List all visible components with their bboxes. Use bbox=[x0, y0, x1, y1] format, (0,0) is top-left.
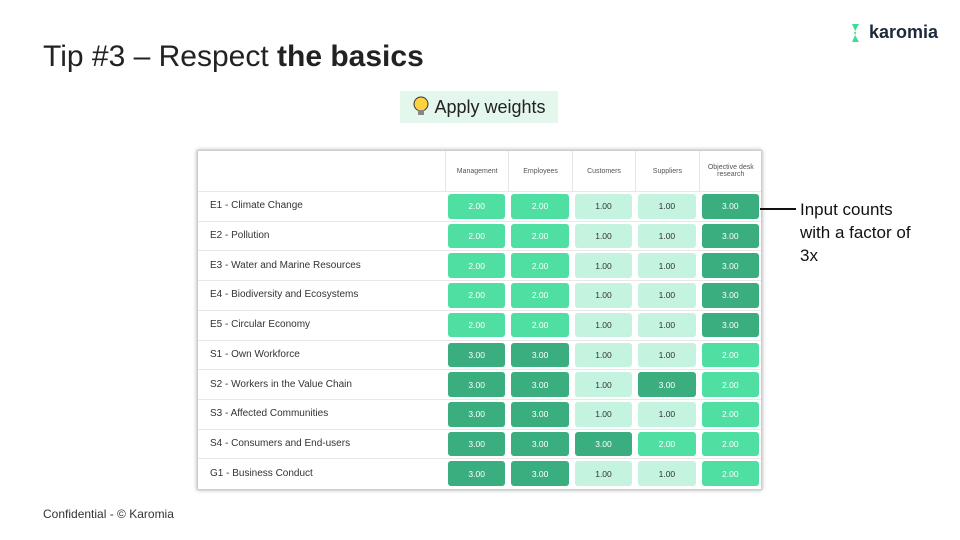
weight-cell: 2.00 bbox=[448, 253, 506, 279]
row-label: S4 - Consumers and End-users bbox=[210, 437, 351, 449]
row-label: S1 - Own Workforce bbox=[210, 348, 300, 360]
row-line bbox=[198, 458, 761, 460]
weight-cell: 2.00 bbox=[448, 312, 506, 338]
weight-cell: 2.00 bbox=[511, 194, 569, 219]
weight-cell: 3.00 bbox=[511, 342, 569, 368]
weight-cell: 1.00 bbox=[574, 401, 633, 427]
row-line bbox=[198, 339, 761, 341]
badge: Apply weights bbox=[400, 91, 558, 123]
weight-cell: 1.00 bbox=[574, 372, 633, 397]
weight-cell: 2.00 bbox=[511, 253, 569, 279]
weight-cell: 3.00 bbox=[511, 431, 569, 457]
weight-cell: 3.00 bbox=[448, 372, 506, 397]
title-plain: Tip #3 – Respect bbox=[43, 40, 278, 73]
row-line bbox=[198, 280, 761, 282]
title-bold: the basics bbox=[277, 40, 424, 73]
row-line bbox=[198, 369, 761, 371]
weight-cell: 2.00 bbox=[701, 342, 759, 368]
weight-cell: 3.00 bbox=[448, 431, 506, 457]
weight-cell: 1.00 bbox=[574, 223, 633, 249]
row-label: S3 - Affected Communities bbox=[210, 408, 329, 420]
row-line bbox=[198, 309, 761, 311]
weight-cell: 2.00 bbox=[701, 372, 759, 397]
weight-cell: 1.00 bbox=[574, 283, 633, 308]
weight-cell: 3.00 bbox=[701, 194, 759, 219]
weight-cell: 1.00 bbox=[574, 312, 633, 338]
row-line bbox=[198, 191, 761, 192]
weight-cell: 1.00 bbox=[574, 194, 633, 219]
weight-cell: 2.00 bbox=[701, 431, 759, 457]
weight-cell: 1.00 bbox=[638, 342, 696, 368]
weight-cell: 2.00 bbox=[511, 283, 569, 308]
weight-cell: 3.00 bbox=[638, 372, 696, 397]
annotation: Input counts with a factor of 3x bbox=[800, 200, 911, 265]
row-label: E3 - Water and Marine Resources bbox=[210, 259, 361, 271]
footer: Confidential - © Karomia bbox=[43, 507, 174, 521]
weight-cell: 1.00 bbox=[638, 312, 696, 338]
weight-cell: 2.00 bbox=[638, 431, 696, 457]
row-line bbox=[198, 428, 761, 430]
title: Tip #3 – Respect the basics bbox=[43, 40, 424, 74]
table: Management Employees Customers Suppliers Obj… bbox=[197, 150, 762, 490]
weight-cell: 1.00 bbox=[574, 461, 633, 486]
weight-cell: 1.00 bbox=[638, 401, 696, 427]
weight-cell: 3.00 bbox=[511, 461, 569, 486]
row-line bbox=[198, 398, 761, 400]
weight-cell: 2.00 bbox=[448, 223, 506, 249]
weight-cell: 3.00 bbox=[511, 372, 569, 397]
weight-cell: 1.00 bbox=[638, 461, 696, 486]
logo-icon bbox=[851, 23, 859, 42]
logo: karomia bbox=[850, 22, 938, 43]
weight-cell: 2.00 bbox=[448, 283, 506, 308]
row-label: S2 - Workers in the Value Chain bbox=[210, 378, 352, 390]
weight-cell: 1.00 bbox=[574, 342, 633, 368]
weight-cell: 2.00 bbox=[448, 194, 506, 219]
weight-cell: 3.00 bbox=[701, 312, 759, 338]
weight-cell: 1.00 bbox=[638, 223, 696, 249]
column-header: Objective desk research bbox=[698, 151, 762, 191]
annotation-line bbox=[760, 208, 796, 210]
weight-cell: 3.00 bbox=[511, 401, 569, 427]
row-label: E1 - Climate Change bbox=[210, 200, 303, 212]
column-header: Suppliers bbox=[635, 151, 698, 191]
column-header: Employees bbox=[508, 151, 571, 191]
row-line bbox=[198, 220, 761, 222]
weight-cell: 2.00 bbox=[701, 461, 759, 486]
row-label: G1 - Business Conduct bbox=[210, 467, 313, 479]
column-header: Customers bbox=[571, 151, 635, 191]
weight-cell: 1.00 bbox=[574, 253, 633, 279]
weight-cell: 1.00 bbox=[638, 194, 696, 219]
column-header: Management bbox=[445, 151, 508, 191]
logo-text: karomia bbox=[868, 22, 938, 42]
badge-text: Apply weights bbox=[434, 96, 546, 117]
weight-cell: 3.00 bbox=[574, 431, 633, 457]
bulb-icon bbox=[413, 96, 429, 115]
weight-cell: 2.00 bbox=[511, 223, 569, 249]
weight-cell: 3.00 bbox=[448, 342, 506, 368]
row-label: E5 - Circular Economy bbox=[210, 319, 311, 331]
weight-cell: 2.00 bbox=[701, 401, 759, 427]
weight-cell: 1.00 bbox=[638, 283, 696, 308]
weight-cell: 3.00 bbox=[448, 461, 506, 486]
weight-cell: 3.00 bbox=[701, 223, 759, 249]
weight-cell: 3.00 bbox=[701, 283, 759, 308]
weight-cell: 2.00 bbox=[511, 312, 569, 338]
row-label: E4 - Biodiversity and Ecosystems bbox=[210, 289, 359, 301]
weight-cell: 3.00 bbox=[448, 401, 506, 427]
weight-cell: 1.00 bbox=[638, 253, 696, 279]
weight-cell: 3.00 bbox=[701, 253, 759, 279]
row-label: E2 - Pollution bbox=[210, 230, 270, 242]
row-line bbox=[198, 250, 761, 252]
